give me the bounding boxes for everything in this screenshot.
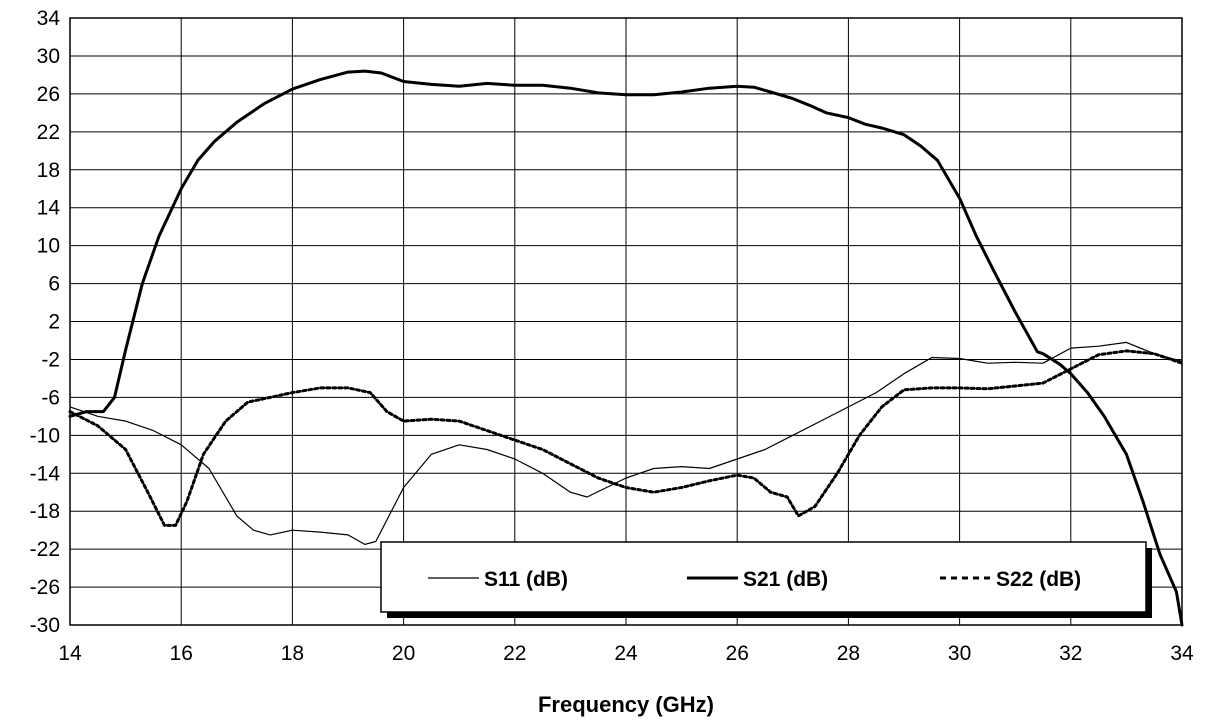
legend: S11 (dB) S21 (dB) S22 (dB): [380, 541, 1152, 618]
y-tick-label: -2: [41, 348, 60, 371]
x-tick-label: 14: [58, 642, 82, 665]
y-tick-label: 30: [37, 45, 60, 68]
y-tick-label: 10: [37, 235, 60, 258]
y-tick-label: 6: [48, 273, 60, 296]
x-tick-label: 20: [392, 642, 415, 665]
series-layer: [68, 69, 1184, 627]
y-tick-label: -14: [30, 462, 61, 485]
y-tick-label: -26: [30, 576, 60, 599]
x-tick-label: 32: [1059, 642, 1082, 665]
y-tick-label: 14: [37, 197, 61, 220]
legend-label-s22: S22 (dB): [996, 568, 1081, 591]
y-tick-label: 2: [48, 311, 60, 334]
y-axis-ticks: 34 30 26 22 18 14 10 6 2 -2 -6 -10 -14 -18 -22 -26 -30: [30, 7, 61, 637]
y-tick-label: -22: [30, 538, 60, 561]
series-line-s11-db: [69, 341, 1183, 546]
plot-area-frame: [69, 17, 1183, 626]
x-tick-label: 18: [281, 642, 304, 665]
x-tick-label: 34: [1170, 642, 1194, 665]
x-axis-ticks: 14 16 18 20 22 24 26 28 30 32 34: [58, 642, 1194, 665]
x-tick-label: 26: [726, 642, 749, 665]
y-tick-label: 34: [37, 7, 61, 30]
x-tick-label: 30: [948, 642, 971, 665]
legend-box: [380, 541, 1147, 613]
y-tick-label: 18: [37, 159, 60, 182]
y-tick-label: -10: [30, 424, 60, 447]
series-line-s21-db: [68, 69, 1184, 627]
legend-label-s11: S11 (dB): [484, 568, 568, 591]
legend-label-s21: S21 (dB): [743, 568, 828, 591]
x-tick-label: 22: [503, 642, 526, 665]
x-axis-label: Frequency (GHz): [538, 692, 714, 717]
y-tick-label: -18: [30, 500, 60, 523]
y-tick-label: 26: [37, 83, 60, 106]
x-tick-label: 24: [614, 642, 638, 665]
y-tick-label: -30: [30, 614, 60, 637]
series-line-s22-db: [68, 349, 1184, 527]
y-tick-label: -6: [41, 386, 60, 409]
x-tick-label: 16: [170, 642, 193, 665]
y-tick-label: 22: [37, 121, 60, 144]
x-tick-label: 28: [837, 642, 860, 665]
